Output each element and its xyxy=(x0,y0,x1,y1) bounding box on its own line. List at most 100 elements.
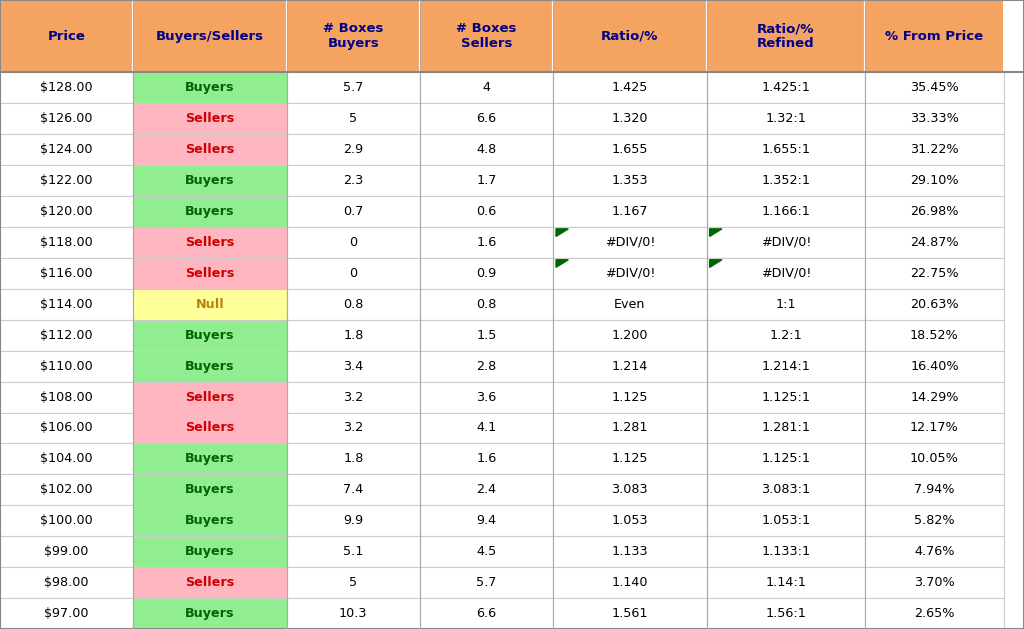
FancyBboxPatch shape xyxy=(287,382,420,413)
FancyBboxPatch shape xyxy=(133,598,287,629)
FancyBboxPatch shape xyxy=(553,382,707,413)
Text: 1.214: 1.214 xyxy=(611,360,648,372)
FancyBboxPatch shape xyxy=(865,351,1004,382)
Text: 1.214:1: 1.214:1 xyxy=(762,360,810,372)
FancyBboxPatch shape xyxy=(865,103,1004,134)
FancyBboxPatch shape xyxy=(707,536,865,567)
FancyBboxPatch shape xyxy=(287,289,420,320)
FancyBboxPatch shape xyxy=(287,474,420,505)
Text: 0: 0 xyxy=(349,236,357,249)
Text: Buyers: Buyers xyxy=(185,607,234,620)
Text: 1.353: 1.353 xyxy=(611,174,648,187)
Text: 1.125: 1.125 xyxy=(611,391,648,404)
Text: Sellers: Sellers xyxy=(185,143,234,156)
Text: 1.655:1: 1.655:1 xyxy=(762,143,810,156)
FancyBboxPatch shape xyxy=(420,320,553,351)
Text: Buyers: Buyers xyxy=(185,360,234,372)
Text: Buyers: Buyers xyxy=(185,174,234,187)
FancyBboxPatch shape xyxy=(287,351,420,382)
Text: $97.00: $97.00 xyxy=(44,607,89,620)
FancyBboxPatch shape xyxy=(553,320,707,351)
FancyBboxPatch shape xyxy=(865,165,1004,196)
Text: $98.00: $98.00 xyxy=(44,576,89,589)
Text: 1.425:1: 1.425:1 xyxy=(762,81,810,94)
FancyBboxPatch shape xyxy=(420,382,553,413)
Polygon shape xyxy=(556,229,568,237)
FancyBboxPatch shape xyxy=(707,0,865,72)
FancyBboxPatch shape xyxy=(133,536,287,567)
Text: 5.1: 5.1 xyxy=(343,545,364,558)
Text: 10.05%: 10.05% xyxy=(910,452,958,465)
FancyBboxPatch shape xyxy=(420,103,553,134)
Text: 3.2: 3.2 xyxy=(343,391,364,404)
FancyBboxPatch shape xyxy=(133,567,287,598)
Text: 1.655: 1.655 xyxy=(611,143,648,156)
Text: $126.00: $126.00 xyxy=(40,112,93,125)
Text: 14.29%: 14.29% xyxy=(910,391,958,404)
Text: Sellers: Sellers xyxy=(185,112,234,125)
Text: 4.76%: 4.76% xyxy=(914,545,954,558)
Text: 3.4: 3.4 xyxy=(343,360,364,372)
Text: $108.00: $108.00 xyxy=(40,391,93,404)
FancyBboxPatch shape xyxy=(707,413,865,443)
Text: 5: 5 xyxy=(349,576,357,589)
FancyBboxPatch shape xyxy=(0,505,133,536)
FancyBboxPatch shape xyxy=(287,196,420,227)
Text: 1.166:1: 1.166:1 xyxy=(762,205,810,218)
FancyBboxPatch shape xyxy=(865,320,1004,351)
Text: 20.63%: 20.63% xyxy=(910,298,958,311)
Text: 1.425: 1.425 xyxy=(611,81,648,94)
FancyBboxPatch shape xyxy=(707,103,865,134)
Text: Sellers: Sellers xyxy=(185,267,234,280)
Text: Buyers/Sellers: Buyers/Sellers xyxy=(156,30,264,43)
Text: #DIV/0!: #DIV/0! xyxy=(761,267,811,280)
FancyBboxPatch shape xyxy=(865,258,1004,289)
Text: 1.053:1: 1.053:1 xyxy=(762,515,810,527)
FancyBboxPatch shape xyxy=(553,196,707,227)
FancyBboxPatch shape xyxy=(707,320,865,351)
FancyBboxPatch shape xyxy=(287,443,420,474)
FancyBboxPatch shape xyxy=(133,351,287,382)
FancyBboxPatch shape xyxy=(553,567,707,598)
Text: $118.00: $118.00 xyxy=(40,236,93,249)
FancyBboxPatch shape xyxy=(707,227,865,258)
FancyBboxPatch shape xyxy=(553,474,707,505)
FancyBboxPatch shape xyxy=(420,351,553,382)
Text: 1.133: 1.133 xyxy=(611,545,648,558)
FancyBboxPatch shape xyxy=(865,196,1004,227)
Text: 0.9: 0.9 xyxy=(476,267,497,280)
FancyBboxPatch shape xyxy=(287,320,420,351)
Text: Buyers: Buyers xyxy=(185,81,234,94)
Text: $99.00: $99.00 xyxy=(44,545,89,558)
Text: 4.8: 4.8 xyxy=(476,143,497,156)
Text: 1.167: 1.167 xyxy=(611,205,648,218)
FancyBboxPatch shape xyxy=(707,567,865,598)
FancyBboxPatch shape xyxy=(287,536,420,567)
FancyBboxPatch shape xyxy=(287,598,420,629)
Text: 0: 0 xyxy=(349,267,357,280)
Text: 1.5: 1.5 xyxy=(476,329,497,342)
Text: 1.133:1: 1.133:1 xyxy=(762,545,810,558)
Text: Buyers: Buyers xyxy=(185,452,234,465)
FancyBboxPatch shape xyxy=(133,505,287,536)
FancyBboxPatch shape xyxy=(865,0,1004,72)
Text: 5.82%: 5.82% xyxy=(914,515,954,527)
Text: 33.33%: 33.33% xyxy=(910,112,958,125)
Polygon shape xyxy=(556,260,568,267)
Text: 3.70%: 3.70% xyxy=(914,576,954,589)
Text: 0.8: 0.8 xyxy=(343,298,364,311)
Text: 6.6: 6.6 xyxy=(476,607,497,620)
Text: $128.00: $128.00 xyxy=(40,81,93,94)
FancyBboxPatch shape xyxy=(420,536,553,567)
FancyBboxPatch shape xyxy=(553,103,707,134)
Text: $122.00: $122.00 xyxy=(40,174,93,187)
Text: 31.22%: 31.22% xyxy=(910,143,958,156)
Text: 24.87%: 24.87% xyxy=(910,236,958,249)
FancyBboxPatch shape xyxy=(287,227,420,258)
FancyBboxPatch shape xyxy=(0,567,133,598)
Text: $112.00: $112.00 xyxy=(40,329,93,342)
FancyBboxPatch shape xyxy=(865,289,1004,320)
Text: 1.281:1: 1.281:1 xyxy=(762,421,810,435)
Text: 22.75%: 22.75% xyxy=(910,267,958,280)
Text: 1.125:1: 1.125:1 xyxy=(762,452,810,465)
